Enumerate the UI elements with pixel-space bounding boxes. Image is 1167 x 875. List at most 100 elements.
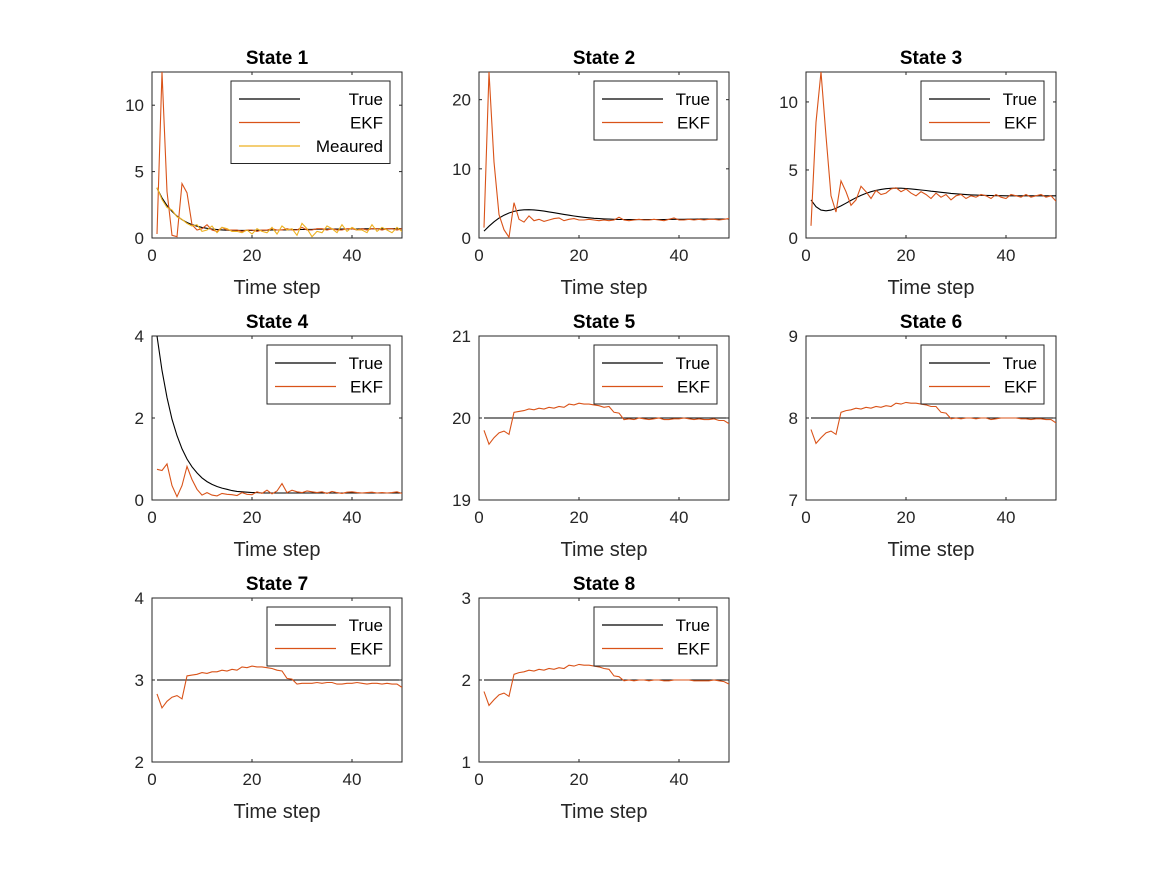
y-tick-label: 21 bbox=[452, 327, 471, 346]
x-tick-label: 0 bbox=[147, 770, 156, 789]
series-line-ekf bbox=[483, 72, 729, 238]
y-tick-label: 5 bbox=[789, 161, 798, 180]
y-tick-label: 20 bbox=[452, 91, 471, 110]
subplot-5: 0 20 40 19 20 21 State 5 Time step True EKF bbox=[452, 312, 730, 561]
plot-area bbox=[483, 663, 729, 707]
x-tick-label: 20 bbox=[897, 246, 916, 265]
x-axis-label: Time step bbox=[887, 277, 974, 299]
legend-box bbox=[920, 80, 1045, 141]
x-tick-label: 40 bbox=[343, 508, 362, 527]
y-tick-label: 0 bbox=[789, 229, 798, 248]
y-tick-label: 20 bbox=[452, 409, 471, 428]
plot-area bbox=[156, 336, 402, 499]
x-tick-label: 0 bbox=[474, 770, 483, 789]
x-tick-label: 20 bbox=[570, 246, 589, 265]
legend-box bbox=[593, 344, 718, 405]
x-tick-label: 20 bbox=[897, 508, 916, 527]
legend-label: Meaured bbox=[316, 137, 383, 156]
plot-area bbox=[483, 402, 729, 446]
x-tick-label: 40 bbox=[343, 770, 362, 789]
series-line-ekf bbox=[810, 401, 1056, 445]
y-tick-label: 3 bbox=[462, 589, 471, 608]
x-tick-label: 40 bbox=[343, 246, 362, 265]
legend-label: True bbox=[1003, 354, 1037, 373]
subplot-title: State 6 bbox=[900, 312, 962, 333]
legend-box bbox=[593, 80, 718, 141]
x-tick-label: 40 bbox=[670, 770, 689, 789]
x-axis-label: Time step bbox=[233, 539, 320, 561]
y-tick-label: 8 bbox=[789, 409, 798, 428]
legend-box bbox=[266, 606, 391, 667]
legend-label: EKF bbox=[677, 378, 710, 397]
subplot-8: 0 20 40 1 2 3 State 8 Time step True EKF bbox=[462, 574, 730, 823]
subplot-title: State 2 bbox=[573, 48, 635, 69]
x-axis-label: Time step bbox=[233, 277, 320, 299]
x-tick-label: 0 bbox=[801, 508, 810, 527]
x-tick-label: 20 bbox=[570, 508, 589, 527]
legend-box bbox=[266, 344, 391, 405]
subplot-1: 0 20 40 0 5 10 State 1 Time step True EKF Meaured bbox=[125, 48, 403, 299]
subplot-4: 0 20 40 0 2 4 State 4 Time step True EKF bbox=[135, 312, 403, 561]
x-tick-label: 0 bbox=[474, 508, 483, 527]
legend: True EKF bbox=[920, 80, 1045, 141]
x-tick-label: 20 bbox=[243, 508, 262, 527]
subplot-title: State 4 bbox=[246, 312, 309, 333]
legend-label: EKF bbox=[1004, 378, 1037, 397]
series-line-ekf bbox=[483, 402, 729, 446]
legend-label: EKF bbox=[350, 378, 383, 397]
legend-label: EKF bbox=[1004, 114, 1037, 133]
y-tick-label: 2 bbox=[135, 409, 144, 428]
x-tick-label: 0 bbox=[474, 246, 483, 265]
x-axis-label: Time step bbox=[560, 539, 647, 561]
legend-label: True bbox=[676, 616, 710, 635]
x-tick-label: 40 bbox=[997, 246, 1016, 265]
x-tick-label: 40 bbox=[670, 508, 689, 527]
x-axis-label: Time step bbox=[560, 277, 647, 299]
plot-area bbox=[810, 72, 1056, 226]
legend-label: EKF bbox=[677, 114, 710, 133]
x-axis-label: Time step bbox=[560, 801, 647, 823]
y-tick-label: 7 bbox=[789, 491, 798, 510]
legend-label: EKF bbox=[677, 640, 710, 659]
x-tick-label: 20 bbox=[243, 770, 262, 789]
series-line-ekf bbox=[483, 663, 729, 707]
legend-label: EKF bbox=[350, 640, 383, 659]
legend: True EKF bbox=[593, 80, 718, 141]
series-line-ekf bbox=[156, 665, 402, 710]
series-line-ekf bbox=[810, 72, 1056, 226]
x-axis-label: Time step bbox=[887, 539, 974, 561]
legend-label: True bbox=[349, 616, 383, 635]
legend: True EKF Meaured bbox=[230, 80, 391, 164]
series-line-measured bbox=[156, 187, 402, 238]
subplot-title: State 5 bbox=[573, 312, 636, 333]
legend-box bbox=[593, 606, 718, 667]
x-tick-label: 40 bbox=[670, 246, 689, 265]
y-tick-label: 0 bbox=[462, 229, 471, 248]
legend: True EKF bbox=[593, 606, 718, 667]
subplot-7: 0 20 40 2 3 4 State 7 Time step True EKF bbox=[135, 574, 403, 823]
y-tick-label: 9 bbox=[789, 327, 798, 346]
plot-area bbox=[156, 665, 402, 710]
legend: True EKF bbox=[266, 606, 391, 667]
subplot-title: State 1 bbox=[246, 48, 309, 69]
plot-area bbox=[483, 72, 729, 238]
x-tick-label: 20 bbox=[570, 770, 589, 789]
y-tick-label: 0 bbox=[135, 229, 144, 248]
subplot-title: State 8 bbox=[573, 574, 635, 595]
legend: True EKF bbox=[266, 344, 391, 405]
y-tick-label: 10 bbox=[125, 96, 144, 115]
legend: True EKF bbox=[920, 344, 1045, 405]
y-tick-label: 0 bbox=[135, 491, 144, 510]
x-axis-label: Time step bbox=[233, 801, 320, 823]
y-tick-label: 19 bbox=[452, 491, 471, 510]
x-tick-label: 20 bbox=[243, 246, 262, 265]
x-tick-label: 40 bbox=[997, 508, 1016, 527]
legend-box bbox=[920, 344, 1045, 405]
y-tick-label: 3 bbox=[135, 671, 144, 690]
subplot-6: 0 20 40 7 8 9 State 6 Time step True EKF bbox=[789, 312, 1057, 561]
x-tick-label: 0 bbox=[801, 246, 810, 265]
y-tick-label: 4 bbox=[135, 327, 144, 346]
y-tick-label: 4 bbox=[135, 589, 144, 608]
y-tick-label: 2 bbox=[462, 671, 471, 690]
y-tick-label: 1 bbox=[462, 753, 471, 772]
